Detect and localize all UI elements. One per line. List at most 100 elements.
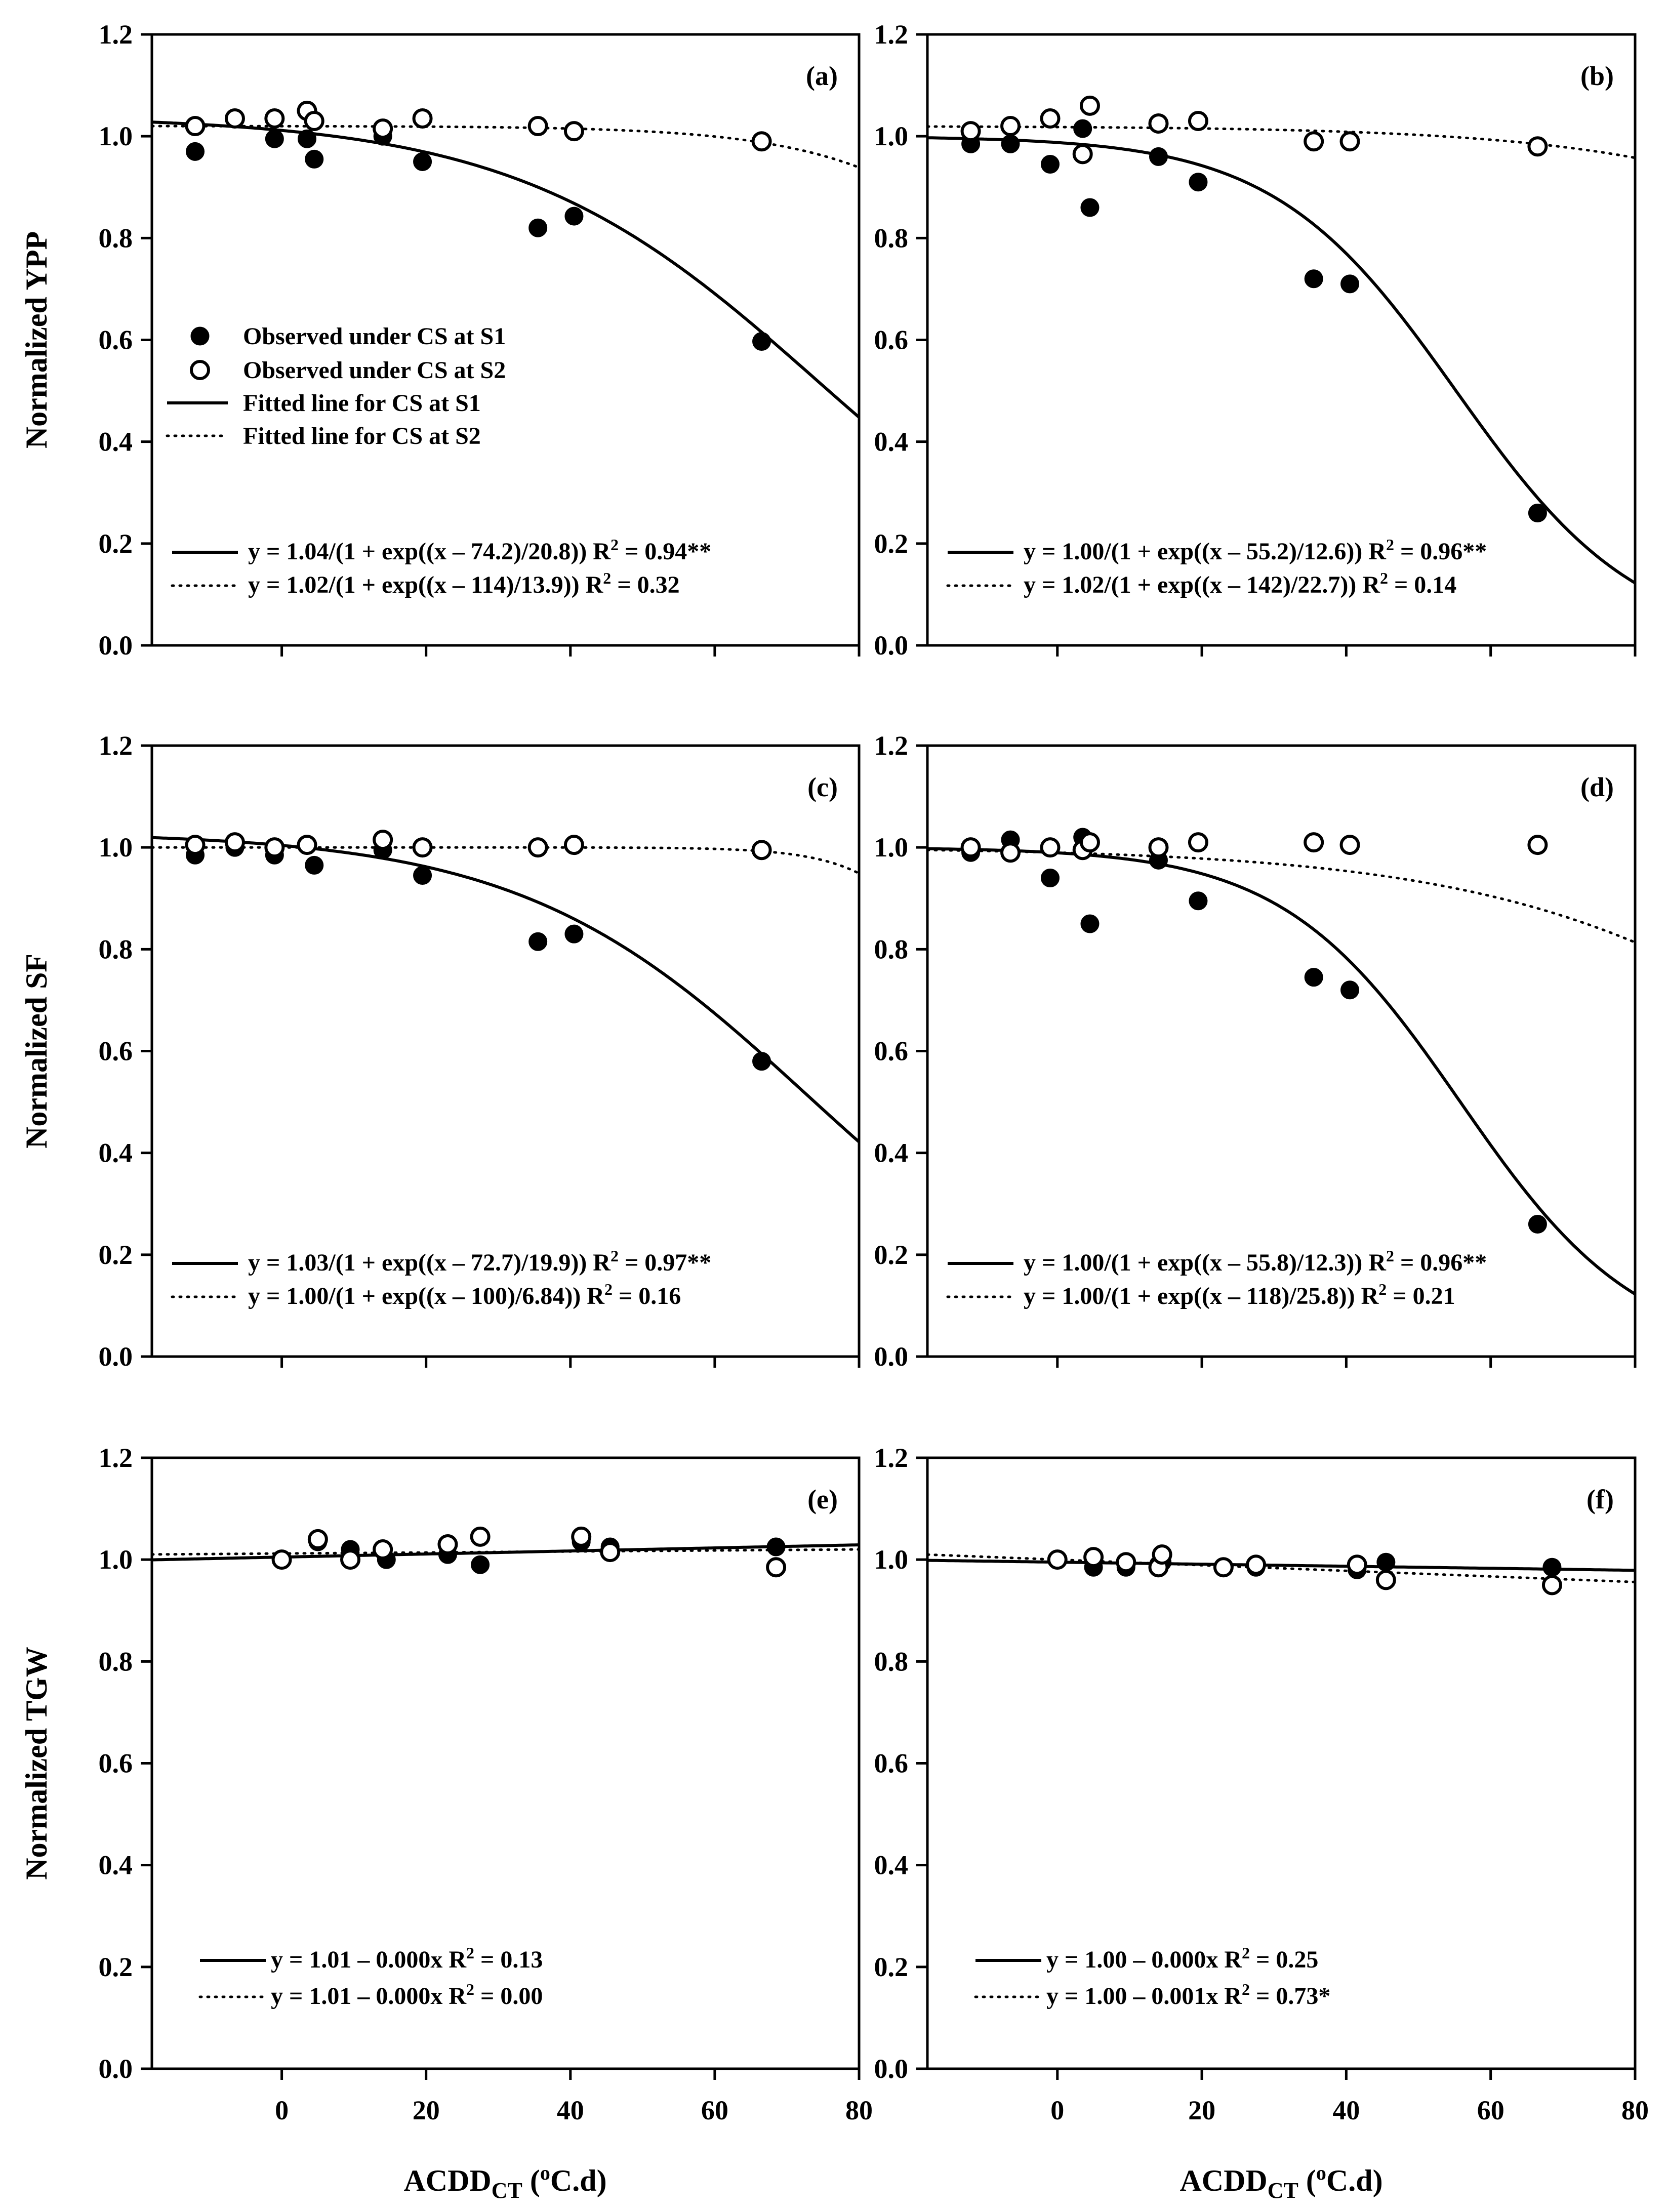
data-point-s2 <box>527 116 548 137</box>
data-point-s2 <box>264 108 285 129</box>
y-tick-label: 0.0 <box>874 630 909 661</box>
legend-marker-s1 <box>190 326 210 346</box>
r2-superscript: 2 <box>1386 1247 1394 1265</box>
data-point-s2 <box>1213 1557 1234 1578</box>
fit-equation: y = 1.02/(1 + exp((x – 114)/13.9)) R2 = … <box>248 569 680 598</box>
r2-superscript: 2 <box>466 1980 474 1998</box>
data-point-s1 <box>413 866 432 885</box>
x-axis-title-unit: ( <box>522 2164 540 2197</box>
fit-equation: y = 1.00/(1 + exp((x – 118)/25.8)) R2 = … <box>1024 1280 1455 1309</box>
data-point-s2 <box>1000 842 1021 863</box>
data-point-s2 <box>307 1529 328 1549</box>
data-point-s1 <box>564 924 584 944</box>
legend-marker-s2 <box>190 360 210 380</box>
data-point-s2 <box>1304 131 1324 152</box>
r2-superscript: 2 <box>603 569 611 587</box>
data-point-s1 <box>766 1537 786 1556</box>
data-point-s1 <box>1149 147 1168 166</box>
plot-frame <box>926 1456 1637 2070</box>
data-point-s1 <box>265 129 284 148</box>
y-tick-label: 1.2 <box>99 1443 133 1473</box>
x-tick-label: 40 <box>1332 2095 1360 2125</box>
data-point-s2 <box>960 837 981 858</box>
data-point-s2 <box>960 121 981 142</box>
fitted-line-s2 <box>152 125 859 169</box>
y-tick-label: 0.4 <box>99 427 133 457</box>
panel-label: (f) <box>1586 1484 1614 1514</box>
r2-value: = 0.96** <box>1394 1249 1487 1276</box>
legend: Observed under CS at S1 Observed under CS… <box>166 323 506 449</box>
data-point-s2 <box>271 1549 292 1570</box>
data-point-s2 <box>1527 136 1548 157</box>
data-point-s1 <box>471 1555 490 1574</box>
y-tick-label: 0.8 <box>874 934 909 964</box>
x-tick-label: 0 <box>275 2095 289 2125</box>
y-axis-title: Normalized YPP <box>20 231 53 448</box>
chart-panel-b: 0.0 0.2 0.4 0.6 0.8 1.0 1.2 (b) y = 1.00/(1 + ex… <box>874 19 1637 661</box>
x-axis-title-unit-rest: C.d) <box>1326 2164 1383 2197</box>
fit-equation: y = 1.01 – 0.000x R2 = 0.13 <box>271 1944 543 1973</box>
x-tick-label: 20 <box>1188 2095 1215 2125</box>
equation-text: y = 1.02/(1 + exp((x – 114)/13.9)) R <box>248 571 604 598</box>
x-axis-title-main: ACDD <box>403 2164 491 2197</box>
r2-superscript: 2 <box>1242 1980 1250 1998</box>
r2-superscript: 2 <box>1380 569 1388 587</box>
y-tick-label: 0.4 <box>99 1138 133 1168</box>
data-point-s2 <box>1148 837 1169 858</box>
fit-equation: y = 1.00/(1 + exp((x – 55.8)/12.3)) R2 =… <box>1024 1247 1487 1276</box>
equation-text: y = 1.00/(1 + exp((x – 55.2)/12.6)) R <box>1024 538 1387 565</box>
panel-label: (c) <box>807 772 838 802</box>
chart-panel-d: 0.0 0.2 0.4 0.6 0.8 1.0 1.2 (d) y = 1.00/(1 + ex… <box>874 730 1637 1372</box>
x-axis-title-main: ACDD <box>1179 2164 1267 2197</box>
data-point-s2 <box>1375 1570 1396 1590</box>
x-axis-title-sub: CT <box>1268 2178 1298 2203</box>
r2-value: = 0.73* <box>1250 1983 1330 2010</box>
fit-equation: y = 1.00/(1 + exp((x – 55.2)/12.6)) R2 =… <box>1024 536 1487 565</box>
y-tick-label: 1.2 <box>874 19 909 50</box>
y-tick-label: 0.8 <box>99 934 133 964</box>
panel-label: (d) <box>1580 772 1614 802</box>
r2-superscript: 2 <box>1378 1280 1387 1298</box>
data-point-s1 <box>1041 154 1060 174</box>
data-point-s2 <box>185 835 206 855</box>
fitted-line-s1 <box>927 1559 1635 1572</box>
equation-text: y = 1.02/(1 + exp((x – 142)/22.7)) R <box>1024 571 1380 598</box>
r2-value: = 0.14 <box>1388 571 1456 598</box>
y-tick-label: 0.0 <box>99 630 133 661</box>
chart-panel-f: 0.0 0.2 0.4 0.6 0.8 1.0 1.2 0 20 40 60 80 (f) y = 1.0… <box>874 1443 1649 2125</box>
data-point-s2 <box>1527 835 1548 855</box>
data-point-s2 <box>297 835 317 855</box>
y-tick-label: 1.2 <box>99 730 133 761</box>
equation-text: y = 1.01 – 0.000x R <box>271 1983 467 2010</box>
data-point-s2 <box>600 1542 621 1563</box>
legend-label: Fitted line for CS at S2 <box>243 423 481 449</box>
fit-equation: y = 1.03/(1 + exp((x – 72.7)/19.9)) R2 =… <box>248 1247 711 1276</box>
x-tick-label: 60 <box>701 2095 728 2125</box>
fit-equation: y = 1.04/(1 + exp((x – 74.2)/20.8)) R2 =… <box>248 536 711 565</box>
y-tick-label: 0.6 <box>99 1036 133 1067</box>
data-point-s1 <box>752 332 771 351</box>
equation-text: y = 1.00/(1 + exp((x – 55.8)/12.3)) R <box>1024 1249 1387 1276</box>
data-point-s2 <box>1188 832 1208 853</box>
y-tick-label: 1.2 <box>874 1443 909 1473</box>
data-point-s2 <box>751 840 772 861</box>
r2-value: = 0.00 <box>474 1983 543 2010</box>
x-axis-title: ACDDCT (oC.d) <box>1179 2161 1382 2203</box>
r2-superscript: 2 <box>1242 1944 1250 1962</box>
data-point-s2 <box>373 830 393 850</box>
fitted-line-s2 <box>927 848 1635 944</box>
y-tick-label: 1.0 <box>99 121 133 151</box>
r2-value: = 0.94** <box>619 538 711 565</box>
x-tick-label: 80 <box>845 2095 873 2125</box>
y-axis-title: Normalized SF <box>20 954 53 1149</box>
y-tick-label: 0.2 <box>874 1952 909 1982</box>
legend-label: Observed under CS at S2 <box>243 357 506 384</box>
x-tick-label: 40 <box>557 2095 584 2125</box>
fit-equation: y = 1.00/(1 + exp((x – 100)/6.84)) R2 = … <box>248 1280 681 1309</box>
data-point-s1 <box>1304 968 1323 987</box>
fit-equation: y = 1.00 – 0.000x R2 = 0.25 <box>1046 1944 1318 1973</box>
data-point-s1 <box>1528 503 1547 522</box>
data-point-s1 <box>1189 173 1208 192</box>
data-point-s2 <box>563 121 584 142</box>
data-point-s2 <box>1047 1549 1068 1570</box>
